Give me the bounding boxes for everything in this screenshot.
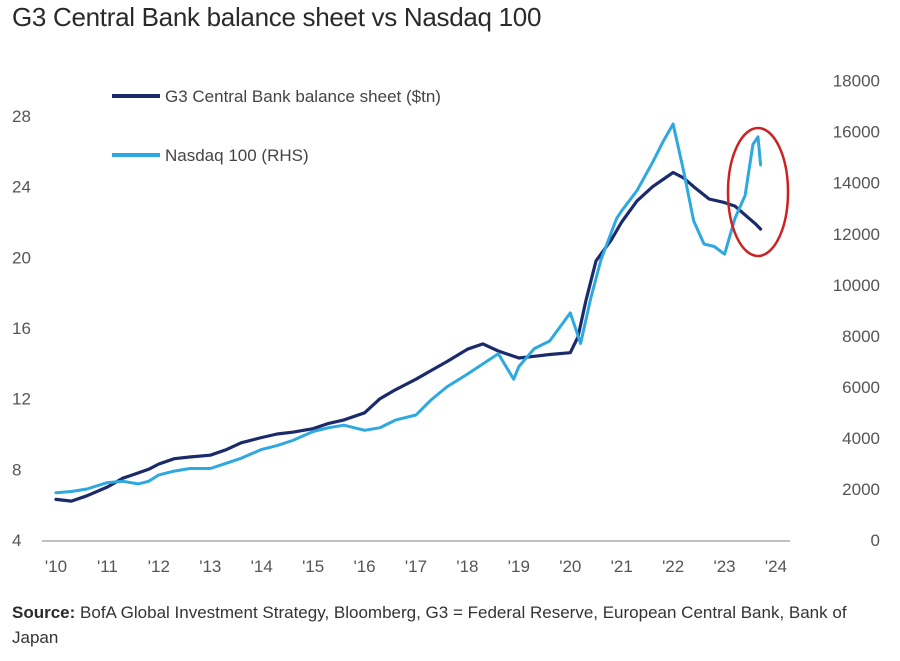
y-right-tick-label: 6000 [842, 378, 880, 397]
y-left-tick-label: 12 [12, 390, 31, 409]
series-line-nasdaq-100 [54, 122, 763, 495]
x-tick-label: '13 [199, 557, 221, 576]
source-label: Source: [12, 603, 76, 622]
x-tick-label: '10 [45, 557, 67, 576]
y-right-tick-label: 12000 [833, 225, 880, 244]
y-left-tick-label: 28 [12, 107, 31, 126]
legend: G3 Central Bank balance sheet ($tn) Nasda… [112, 87, 441, 165]
source-note: Source: BofA Global Investment Strategy,… [12, 600, 882, 650]
x-tick-label: '20 [559, 557, 581, 576]
y-right-tick-label: 8000 [842, 327, 880, 346]
y-left-tick-label: 20 [12, 248, 31, 267]
legend-label: Nasdaq 100 (RHS) [165, 146, 309, 165]
y-right-tick-label: 18000 [833, 72, 880, 91]
series-line-g3-balance-sheet [54, 170, 763, 503]
y-left-tick-label: 16 [12, 319, 31, 338]
x-tick-label: '12 [148, 557, 170, 576]
source-text: BofA Global Investment Strategy, Bloombe… [12, 603, 847, 647]
x-tick-label: '16 [353, 557, 375, 576]
y-left-tick-label: 24 [12, 178, 31, 197]
y-left-tick-label: 4 [12, 531, 21, 550]
x-tick-label: '14 [251, 557, 273, 576]
legend-label: G3 Central Bank balance sheet ($tn) [165, 87, 441, 106]
y-right-tick-label: 14000 [833, 174, 880, 193]
y-right-tick-label: 2000 [842, 480, 880, 499]
y-right-tick-label: 10000 [833, 276, 880, 295]
x-tick-label: '23 [713, 557, 735, 576]
x-tick-label: '18 [456, 557, 478, 576]
y-left-tick-label: 8 [12, 460, 21, 479]
x-tick-label: '24 [765, 557, 787, 576]
y-right-tick-label: 16000 [833, 123, 880, 142]
chart-title: G3 Central Bank balance sheet vs Nasdaq … [12, 2, 542, 32]
x-tick-label: '15 [302, 557, 324, 576]
x-tick-label: '17 [405, 557, 427, 576]
x-tick-label: '21 [611, 557, 633, 576]
y-right-tick-label: 4000 [842, 429, 880, 448]
series-group [54, 122, 763, 503]
x-tick-label: '11 [97, 557, 118, 576]
y-right-tick-label: 0 [871, 531, 880, 550]
x-tick-label: '19 [508, 557, 530, 576]
highlight-circle [726, 126, 790, 258]
chart-svg: '10 '11 '12 '13 '14 '15 '16 '17 '18 '19 '20 '21 '22 '… [12, 72, 880, 576]
x-tick-label: '22 [662, 557, 684, 576]
axis-group: '10 '11 '12 '13 '14 '15 '16 '17 '18 '19 '20 '21 '22 '… [12, 72, 880, 576]
